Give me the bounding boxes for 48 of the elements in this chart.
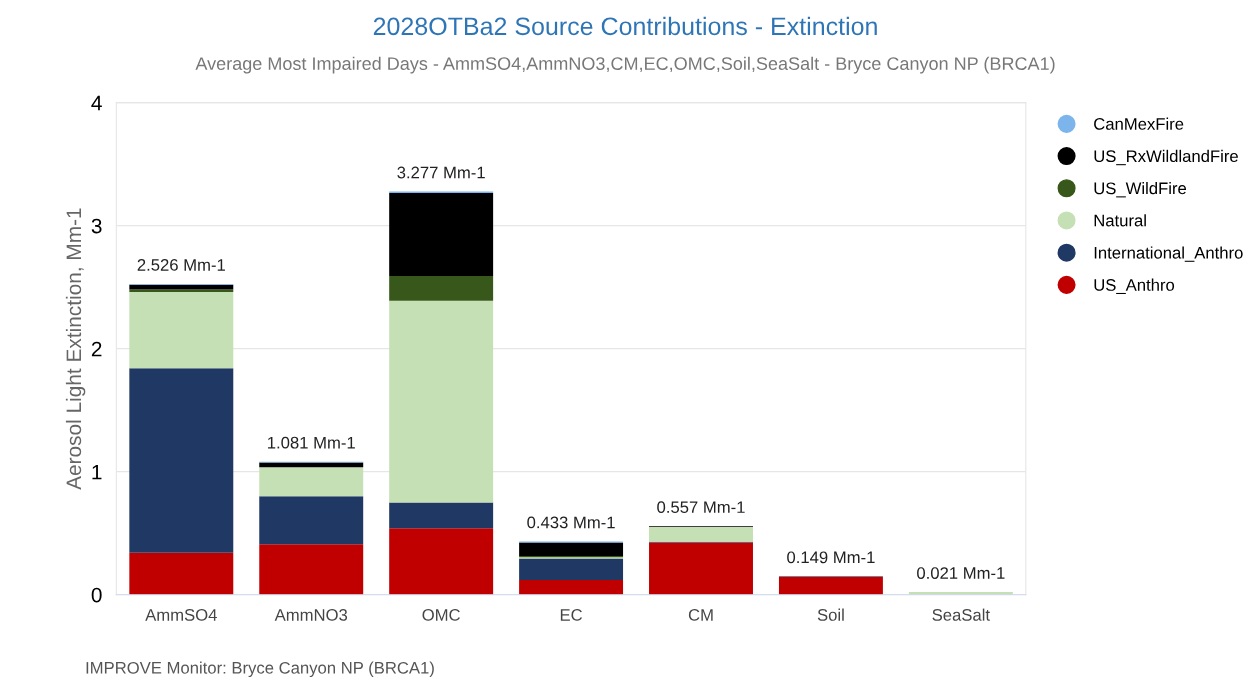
x-tick-label: SeaSalt xyxy=(932,608,990,621)
bar xyxy=(129,292,234,369)
total-label: 1.081 Mm-1 xyxy=(268,436,355,449)
legend-label: International_Anthro xyxy=(1094,246,1243,262)
legend-label: CanMexFire xyxy=(1094,117,1184,130)
bar xyxy=(519,542,624,556)
bar xyxy=(649,542,753,595)
total-label: 3.277 Mm-1 xyxy=(397,166,485,179)
legend-label: Natural xyxy=(1094,214,1146,227)
total-label: 0.557 Mm-1 xyxy=(657,501,745,514)
bar xyxy=(389,528,494,595)
chart-subtitle: Average Most Impaired Days - AmmSO4,AmmNO3,CM,EC,OMC,Soil,SeaSalt - Bryce Canyon NP (BRCA1) xyxy=(195,56,1055,74)
bar xyxy=(389,193,494,277)
y-tick-label: 4 xyxy=(91,95,102,111)
total-label: 2.526 Mm-1 xyxy=(137,259,225,271)
chart-title: 2028OTBa2 Source Contributions - Extinction xyxy=(373,16,877,36)
y-tick-label: 2 xyxy=(91,341,102,357)
total-label: 0.021 Mm-1 xyxy=(917,567,1005,579)
bar xyxy=(259,544,364,595)
legend-label: US_RxWildlandFire xyxy=(1094,149,1238,166)
y-tick-label: 3 xyxy=(91,218,102,234)
bar xyxy=(129,368,234,553)
bar xyxy=(389,300,494,503)
x-tick-label: OMC xyxy=(422,609,460,621)
y-tick-label: 0 xyxy=(91,587,102,603)
y-axis-title: Aerosol Light Extinction, Mm-1 xyxy=(65,208,86,490)
legend-label: US_Anthro xyxy=(1094,278,1175,295)
bar xyxy=(129,284,234,290)
bar xyxy=(778,576,883,595)
total-label: 0.149 Mm-1 xyxy=(787,551,875,564)
bar xyxy=(389,276,494,301)
text: IMPROVE Monitor: Bryce Canyon NP (BRCA1) xyxy=(86,661,434,678)
bar xyxy=(649,527,753,542)
legend-label: US_WildFire xyxy=(1094,182,1187,198)
bar xyxy=(259,496,364,545)
x-tick-label: Soil xyxy=(817,608,844,621)
total-label: 0.433 Mm-1 xyxy=(527,516,615,529)
bar xyxy=(129,552,234,595)
x-tick-label: AmmSO4 xyxy=(145,609,217,621)
x-tick-label: AmmNO3 xyxy=(274,609,348,621)
bar xyxy=(259,462,364,468)
x-tick-label: CM xyxy=(688,609,713,621)
bar xyxy=(259,467,364,497)
bar xyxy=(389,502,494,529)
bar xyxy=(519,558,624,580)
bar xyxy=(519,579,624,595)
x-tick-label: EC xyxy=(560,609,583,621)
y-tick-label: 1 xyxy=(92,464,102,480)
